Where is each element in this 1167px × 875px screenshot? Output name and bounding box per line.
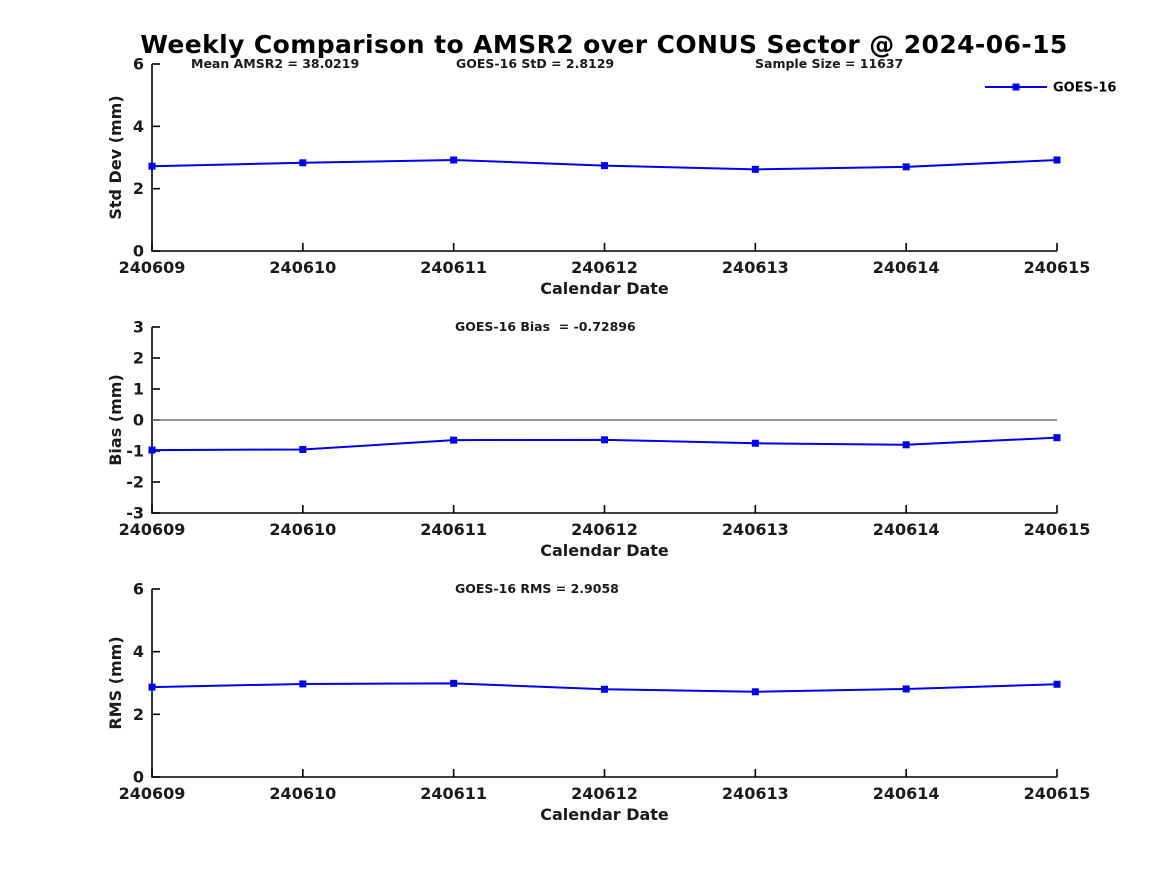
goes16-marker	[751, 165, 759, 173]
x-tick-label: 240612	[571, 520, 638, 539]
goes16-marker	[299, 445, 307, 453]
x-tick-label: 240614	[873, 784, 940, 803]
goes16-marker	[751, 439, 759, 447]
x-tick-label: 240613	[722, 784, 789, 803]
x-tick-label: 240609	[119, 520, 186, 539]
y-tick-label: 1	[133, 380, 144, 399]
y-axis-label: RMS (mm)	[106, 636, 125, 729]
annotation: Sample Size = 11637	[755, 56, 903, 71]
x-tick-label: 240614	[873, 258, 940, 277]
y-axis-label: Bias (mm)	[106, 374, 125, 466]
y-tick-label: 3	[133, 318, 144, 337]
x-tick-label: 240615	[1024, 258, 1091, 277]
goes16-marker	[148, 446, 156, 454]
x-tick-label: 240611	[420, 784, 487, 803]
x-tick-label: 240612	[571, 784, 638, 803]
y-tick-label: 2	[133, 705, 144, 724]
annotation: GOES-16 StD = 2.8129	[456, 56, 614, 71]
y-tick-label: -2	[126, 473, 144, 492]
y-tick-label: -1	[126, 442, 144, 461]
goes16-marker	[902, 685, 910, 693]
y-tick-label: 6	[133, 55, 144, 74]
goes16-marker	[299, 159, 307, 167]
legend: GOES-16	[985, 81, 1116, 96]
x-tick-label: 240615	[1024, 520, 1091, 539]
goes16-marker	[450, 679, 458, 687]
goes16-marker	[1053, 680, 1061, 688]
y-tick-label: 4	[133, 642, 144, 661]
goes16-marker	[450, 436, 458, 444]
goes16-marker	[601, 436, 608, 444]
goes16-marker	[148, 162, 156, 170]
x-tick-label: 240610	[269, 784, 336, 803]
x-tick-label: 240609	[119, 784, 186, 803]
goes16-marker	[148, 683, 156, 691]
y-tick-label: 0	[133, 411, 144, 430]
goes16-marker	[299, 680, 307, 688]
y-tick-label: 6	[133, 580, 144, 599]
annotation: GOES-16 RMS = 2.9058	[455, 581, 619, 596]
y-tick-label: 0	[133, 768, 144, 787]
goes16-marker	[601, 685, 608, 693]
y-tick-label: 2	[133, 349, 144, 368]
goes16-marker	[1053, 156, 1061, 164]
x-tick-label: 240611	[420, 258, 487, 277]
goes16-marker	[902, 441, 910, 449]
subplot-rms: 0 2 4 6 240609 240610 240611 240612 240613 240614…	[106, 580, 1090, 825]
x-axis-label: Calendar Date	[540, 541, 669, 560]
goes16-marker	[1053, 434, 1061, 442]
x-axis-label: Calendar Date	[540, 805, 669, 824]
y-axis-label: Std Dev (mm)	[106, 95, 125, 219]
goes16-marker	[450, 156, 458, 164]
y-tick-label: 0	[133, 242, 144, 261]
x-tick-label: 240614	[873, 520, 940, 539]
axis-spines	[151, 64, 1057, 252]
subplot-stddev: 0 2 4 6 240609 240610 240611 240612 240613 240614…	[106, 55, 1116, 299]
x-tick-label: 240612	[571, 258, 638, 277]
axis-spines	[151, 589, 1057, 778]
x-axis-label: Calendar Date	[540, 279, 669, 298]
goes16-marker	[902, 163, 910, 171]
legend-marker	[1012, 83, 1020, 91]
figure-title: Weekly Comparison to AMSR2 over CONUS Se…	[140, 30, 1068, 59]
annotation: Mean AMSR2 = 38.0219	[191, 56, 359, 71]
x-tick-label: 240613	[722, 258, 789, 277]
x-tick-label: 240611	[420, 520, 487, 539]
x-tick-label: 240610	[269, 258, 336, 277]
y-tick-label: -3	[126, 504, 144, 523]
y-tick-label: 2	[133, 179, 144, 198]
goes16-marker	[601, 162, 608, 170]
x-tick-label: 240613	[722, 520, 789, 539]
legend-label: GOES-16	[1053, 81, 1116, 96]
x-tick-label: 240615	[1024, 784, 1091, 803]
x-tick-label: 240610	[269, 520, 336, 539]
y-tick-label: 4	[133, 117, 144, 136]
annotation: GOES-16 Bias = -0.72896	[455, 319, 636, 334]
x-tick-label: 240609	[119, 258, 186, 277]
goes16-marker	[751, 688, 759, 696]
